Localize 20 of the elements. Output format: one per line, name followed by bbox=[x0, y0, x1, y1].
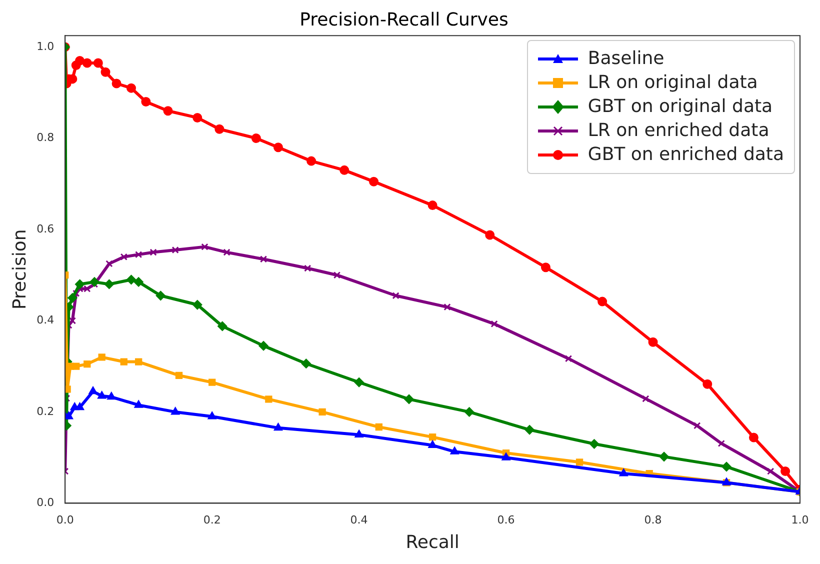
y-tick-label: 1.0 bbox=[36, 40, 54, 53]
legend-label: LR on original data bbox=[588, 70, 758, 95]
y-tick-label: 0.8 bbox=[36, 131, 54, 144]
x-tick-label: 0.8 bbox=[644, 514, 662, 527]
x-tick-label: 0.0 bbox=[56, 514, 74, 527]
x-tick-label: 0.4 bbox=[350, 514, 368, 527]
x-tick-label: 0.6 bbox=[497, 514, 515, 527]
y-tick-label: 0.4 bbox=[36, 314, 54, 327]
legend-label: Baseline bbox=[588, 46, 664, 71]
legend-label: GBT on original data bbox=[588, 94, 773, 119]
legend-label: LR on enriched data bbox=[588, 118, 770, 143]
y-axis-title: Precision bbox=[9, 229, 30, 310]
x-axis-title: Recall bbox=[406, 532, 460, 553]
y-tick-label: 0.2 bbox=[36, 404, 54, 418]
x-tick-label: 1.0 bbox=[791, 514, 809, 527]
y-tick-label: 0.6 bbox=[36, 222, 54, 236]
chart-title: Precision-Recall Curves bbox=[300, 9, 508, 30]
y-tick-label: 0.0 bbox=[36, 496, 54, 510]
x-tick-label: 0.2 bbox=[203, 514, 221, 527]
legend-label: GBT on enriched data bbox=[588, 142, 784, 167]
